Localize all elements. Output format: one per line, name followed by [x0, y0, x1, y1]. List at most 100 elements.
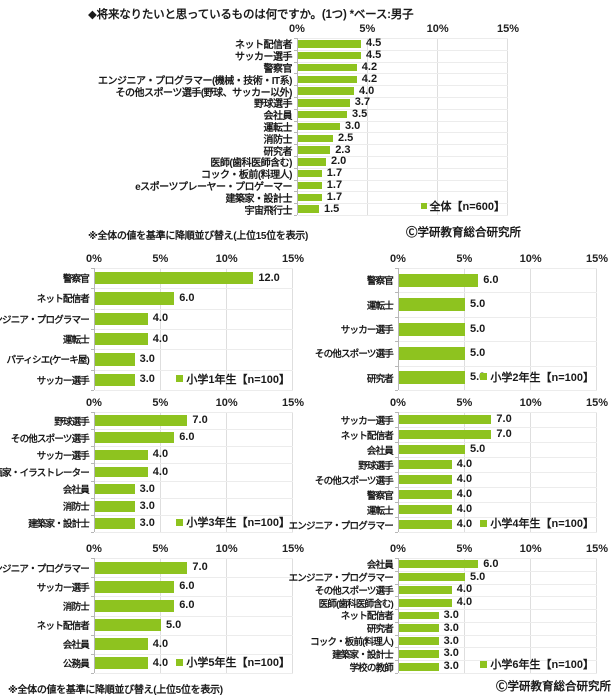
gridline-horizontal: [298, 180, 508, 181]
category-label: その他スポーツ選手: [314, 475, 394, 487]
value-label: 4.0: [152, 637, 169, 650]
plot-area: 7.0 7.0 5.0 4.0 4.0 4.0 4.0 4.0 小学4年生【n=100】: [395, 412, 597, 533]
gridline-horizontal: [298, 62, 508, 63]
bar: [95, 638, 148, 651]
gridline-horizontal: [399, 622, 597, 623]
value-label: 2.3: [335, 143, 351, 156]
bar: [399, 504, 452, 515]
axis-tick: [91, 390, 94, 391]
axis-tick: [395, 317, 398, 318]
gridline-vertical: [366, 38, 368, 215]
axis-tick-label: 0%: [86, 253, 102, 265]
sort-note-top5: ※全体の値を基準に降順並び替え(上位5位を表示): [8, 685, 223, 696]
gridline-horizontal: [399, 571, 597, 572]
axis-tick: [395, 502, 398, 503]
bar: [95, 657, 148, 670]
axis-tick: [294, 50, 297, 51]
value-label: 4.0: [456, 473, 473, 485]
legend-label: 小学5年生【n=100】: [186, 657, 290, 670]
category-label: コック・板前(料理人): [310, 636, 394, 648]
x-axis-labels: 0% 5% 10% 15%: [390, 250, 608, 268]
category-label: 運転士: [263, 122, 293, 134]
axis-tick: [91, 349, 94, 350]
gridline-horizontal: [399, 487, 597, 488]
plot-area: 7.0 6.0 6.0 5.0 4.0 4.0 小学5年生【n=100】: [91, 558, 293, 674]
axis-tick-label: 0%: [289, 23, 305, 35]
axis-tick: [91, 654, 94, 655]
axis-tick: [395, 660, 398, 661]
value-label: 3.0: [139, 373, 155, 386]
bar: [399, 444, 465, 455]
gridline-horizontal: [95, 532, 293, 533]
gridline-horizontal: [399, 268, 597, 269]
axis-tick: [294, 144, 297, 145]
bar: [95, 432, 175, 444]
chart-grade2: 0% 5% 10% 15% 警察官 運転士 サッカー選手 その他スポーツ選手 研究者 6.0 5.0…: [303, 250, 608, 391]
axis-tick-label: 0%: [390, 253, 406, 265]
axis-tick-label: 5%: [152, 253, 169, 265]
legend-label: 小学3年生【n=100】: [186, 517, 290, 530]
axis-tick: [294, 132, 297, 133]
axis-tick: [91, 309, 94, 310]
axis-tick-label: 5%: [456, 397, 473, 409]
bar: [95, 373, 135, 387]
axis-tick-label: 15%: [585, 253, 609, 265]
bar: [399, 429, 492, 440]
value-label: 6.0: [179, 580, 195, 593]
axis-tick: [91, 532, 94, 533]
axis-tick: [395, 622, 398, 623]
axis-tick: [294, 168, 297, 169]
bar: [298, 87, 354, 95]
gridline-horizontal: [399, 412, 597, 413]
category-label: 公務員: [62, 659, 90, 671]
gridline-vertical: [436, 38, 438, 215]
value-label: 5.0: [165, 618, 182, 631]
gridline-horizontal: [298, 50, 508, 51]
chart-grade4: 0% 5% 10% 15% サッカー選手 ネット配信者 会社員 野球選手 その他スポーツ選手 警察…: [288, 394, 608, 533]
category-label: エンジニア・プログラマー: [288, 520, 394, 532]
value-label: 1.7: [326, 167, 343, 180]
category-label: 研究者: [366, 624, 394, 636]
axis-tick: [91, 498, 94, 499]
axis-tick-label: 5%: [152, 543, 169, 555]
axis-tick: [294, 203, 297, 204]
gridline-horizontal: [399, 647, 597, 648]
plot-area: 6.0 5.0 5.0 5.0 5.0 小学2年生【n=100】: [395, 268, 597, 391]
plot-area: 12.0 6.0 4.0 4.0 3.0 3.0 小学1年生【n=100】: [91, 268, 293, 391]
copyright-bottom: Ⓒ学研教育総合研究所: [496, 681, 611, 693]
axis-tick: [294, 38, 297, 39]
axis-tick-label: 15%: [281, 543, 305, 555]
bar: [95, 312, 148, 326]
gridline-horizontal: [95, 481, 293, 482]
category-label: 研究者: [263, 146, 293, 158]
value-label: 4.0: [456, 503, 473, 515]
x-axis-labels: 0% 5% 10% 15%: [86, 540, 304, 558]
value-label: 7.0: [496, 413, 512, 425]
category-label: エンジニア・プログラマー: [0, 314, 90, 326]
bar: [399, 489, 452, 500]
gridline-horizontal: [298, 191, 508, 192]
bar: [399, 414, 492, 425]
category-label: サッカー選手: [340, 415, 394, 427]
axis-tick: [395, 268, 398, 269]
axis-tick: [91, 673, 94, 674]
chart-grade1: 0% 5% 10% 15% 警察官ネット配信者エンジニア・プログラマー運転士パティシエ(…: [0, 250, 304, 391]
axis-tick-label: 5%: [152, 397, 169, 409]
bar: [399, 346, 465, 360]
axis-tick: [395, 596, 398, 597]
category-label: 警察官: [62, 274, 90, 286]
value-label: 6.0: [179, 599, 195, 612]
bar: [95, 415, 188, 426]
bar: [298, 122, 340, 131]
axis-tick: [395, 647, 398, 648]
bar: [298, 193, 322, 201]
bar: [298, 134, 333, 142]
gridline-horizontal: [399, 596, 597, 597]
category-label: ネット配信者: [36, 621, 90, 633]
bar: [298, 205, 319, 213]
category-label: 運転士: [62, 335, 90, 347]
gridline-horizontal: [95, 596, 293, 597]
value-label: 12.0: [258, 271, 280, 284]
axis-tick: [395, 532, 398, 533]
category-label: エンジニア・プログラマー: [0, 563, 90, 575]
